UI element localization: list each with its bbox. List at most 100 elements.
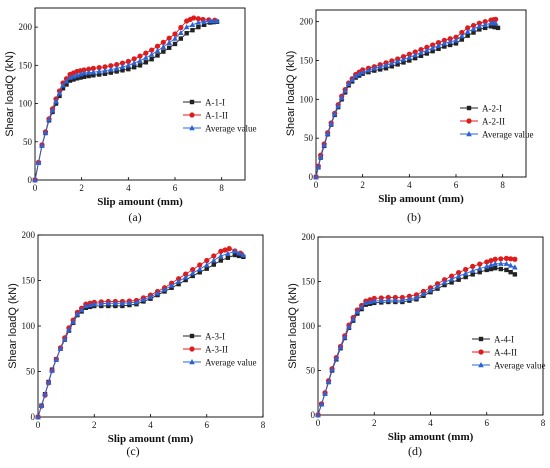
data-point: [359, 69, 366, 75]
data-point: [441, 37, 447, 43]
data-point: [143, 54, 149, 60]
data-point: [335, 102, 341, 109]
data-point: [64, 82, 69, 87]
series-3: [313, 20, 499, 180]
data-point: [196, 24, 201, 30]
data-point: [447, 38, 453, 45]
data-point: [45, 379, 52, 385]
y-tick-label: 150: [302, 277, 316, 287]
data-point: [225, 250, 231, 256]
legend-marker: [189, 99, 195, 105]
data-point: [406, 51, 412, 57]
data-point: [495, 25, 501, 31]
data-point: [218, 258, 224, 263]
series-line: [34, 21, 218, 181]
data-point: [476, 23, 483, 29]
legend-label: A-4-I: [494, 335, 514, 345]
legend-marker: [189, 333, 195, 339]
data-point: [503, 255, 510, 261]
data-point: [114, 69, 119, 74]
data-point: [131, 56, 137, 62]
data-point: [140, 296, 147, 302]
data-point: [102, 71, 108, 76]
data-point: [86, 73, 91, 79]
y-tick-label: 0: [311, 410, 316, 420]
data-point: [203, 262, 210, 268]
data-point: [492, 260, 498, 266]
panel-label: (c): [126, 444, 139, 458]
data-point: [484, 259, 490, 265]
data-point: [42, 129, 49, 135]
data-point: [459, 29, 465, 36]
series-line: [317, 267, 516, 416]
x-tick-label: 6: [485, 418, 490, 428]
data-point: [418, 47, 424, 53]
y-tick-label: 50: [306, 366, 316, 376]
data-point: [106, 303, 111, 309]
x-tick-label: 6: [454, 180, 459, 190]
x-tick-label: 4: [407, 180, 412, 190]
data-point: [435, 286, 440, 291]
legend-label: Average value: [205, 358, 257, 368]
y-axis-label: Shear loadQ (kN): [287, 283, 299, 369]
data-point: [113, 303, 118, 309]
data-point: [389, 64, 395, 69]
data-point: [342, 87, 348, 93]
data-point: [448, 276, 455, 282]
data-point: [90, 69, 97, 75]
data-point: [456, 277, 461, 282]
data-point: [214, 17, 220, 24]
chart-panel-4: 0 2 4 6 8 0 50 100 150 200 Slip amount (mm) Shear l…: [287, 232, 546, 458]
data-point: [53, 356, 60, 362]
data-point: [96, 68, 102, 74]
y-tick-label: 0: [28, 175, 33, 185]
y-axis-label: Shear loadQ (kN): [285, 51, 297, 137]
legend-label: A-1-I: [205, 98, 225, 108]
data-point: [46, 116, 52, 122]
panel-label: (d): [408, 444, 422, 458]
x-tick-label: 8: [541, 418, 546, 428]
data-point: [442, 44, 447, 49]
data-point: [350, 316, 356, 322]
legend-label: A-2-I: [482, 104, 502, 114]
data-point: [236, 253, 242, 259]
data-point: [365, 67, 372, 73]
data-point: [113, 65, 120, 71]
data-point: [53, 98, 59, 104]
data-point: [175, 278, 182, 284]
data-point: [470, 272, 475, 277]
data-point: [459, 37, 465, 42]
data-point: [210, 17, 217, 24]
series-2: [32, 15, 218, 183]
data-point: [191, 15, 197, 21]
x-axis-label: Slip amount (mm): [97, 196, 183, 208]
data-point: [483, 263, 490, 269]
data-point: [328, 120, 334, 126]
data-point: [455, 273, 462, 279]
data-point: [482, 19, 488, 25]
data-point: [85, 69, 92, 75]
data-point: [484, 267, 489, 273]
data-point: [131, 60, 137, 66]
data-point: [137, 63, 143, 68]
data-point: [427, 287, 434, 293]
data-point: [137, 53, 143, 59]
data-point: [462, 270, 469, 276]
legend: A-4-I A-4-II Average value: [472, 335, 546, 371]
legend-marker: [189, 112, 195, 118]
data-point: [166, 39, 172, 45]
data-point: [178, 36, 184, 41]
series-3: [315, 260, 518, 418]
data-point: [232, 252, 238, 258]
data-point: [493, 16, 499, 22]
data-point: [108, 63, 114, 69]
data-point: [449, 280, 454, 285]
legend: A-2-I A-2-II Average value: [460, 104, 534, 140]
data-point: [155, 53, 160, 58]
y-tick-label: 50: [23, 137, 33, 147]
data-point: [161, 49, 166, 54]
data-point: [168, 282, 175, 288]
data-point: [160, 43, 167, 50]
data-point: [412, 49, 418, 55]
